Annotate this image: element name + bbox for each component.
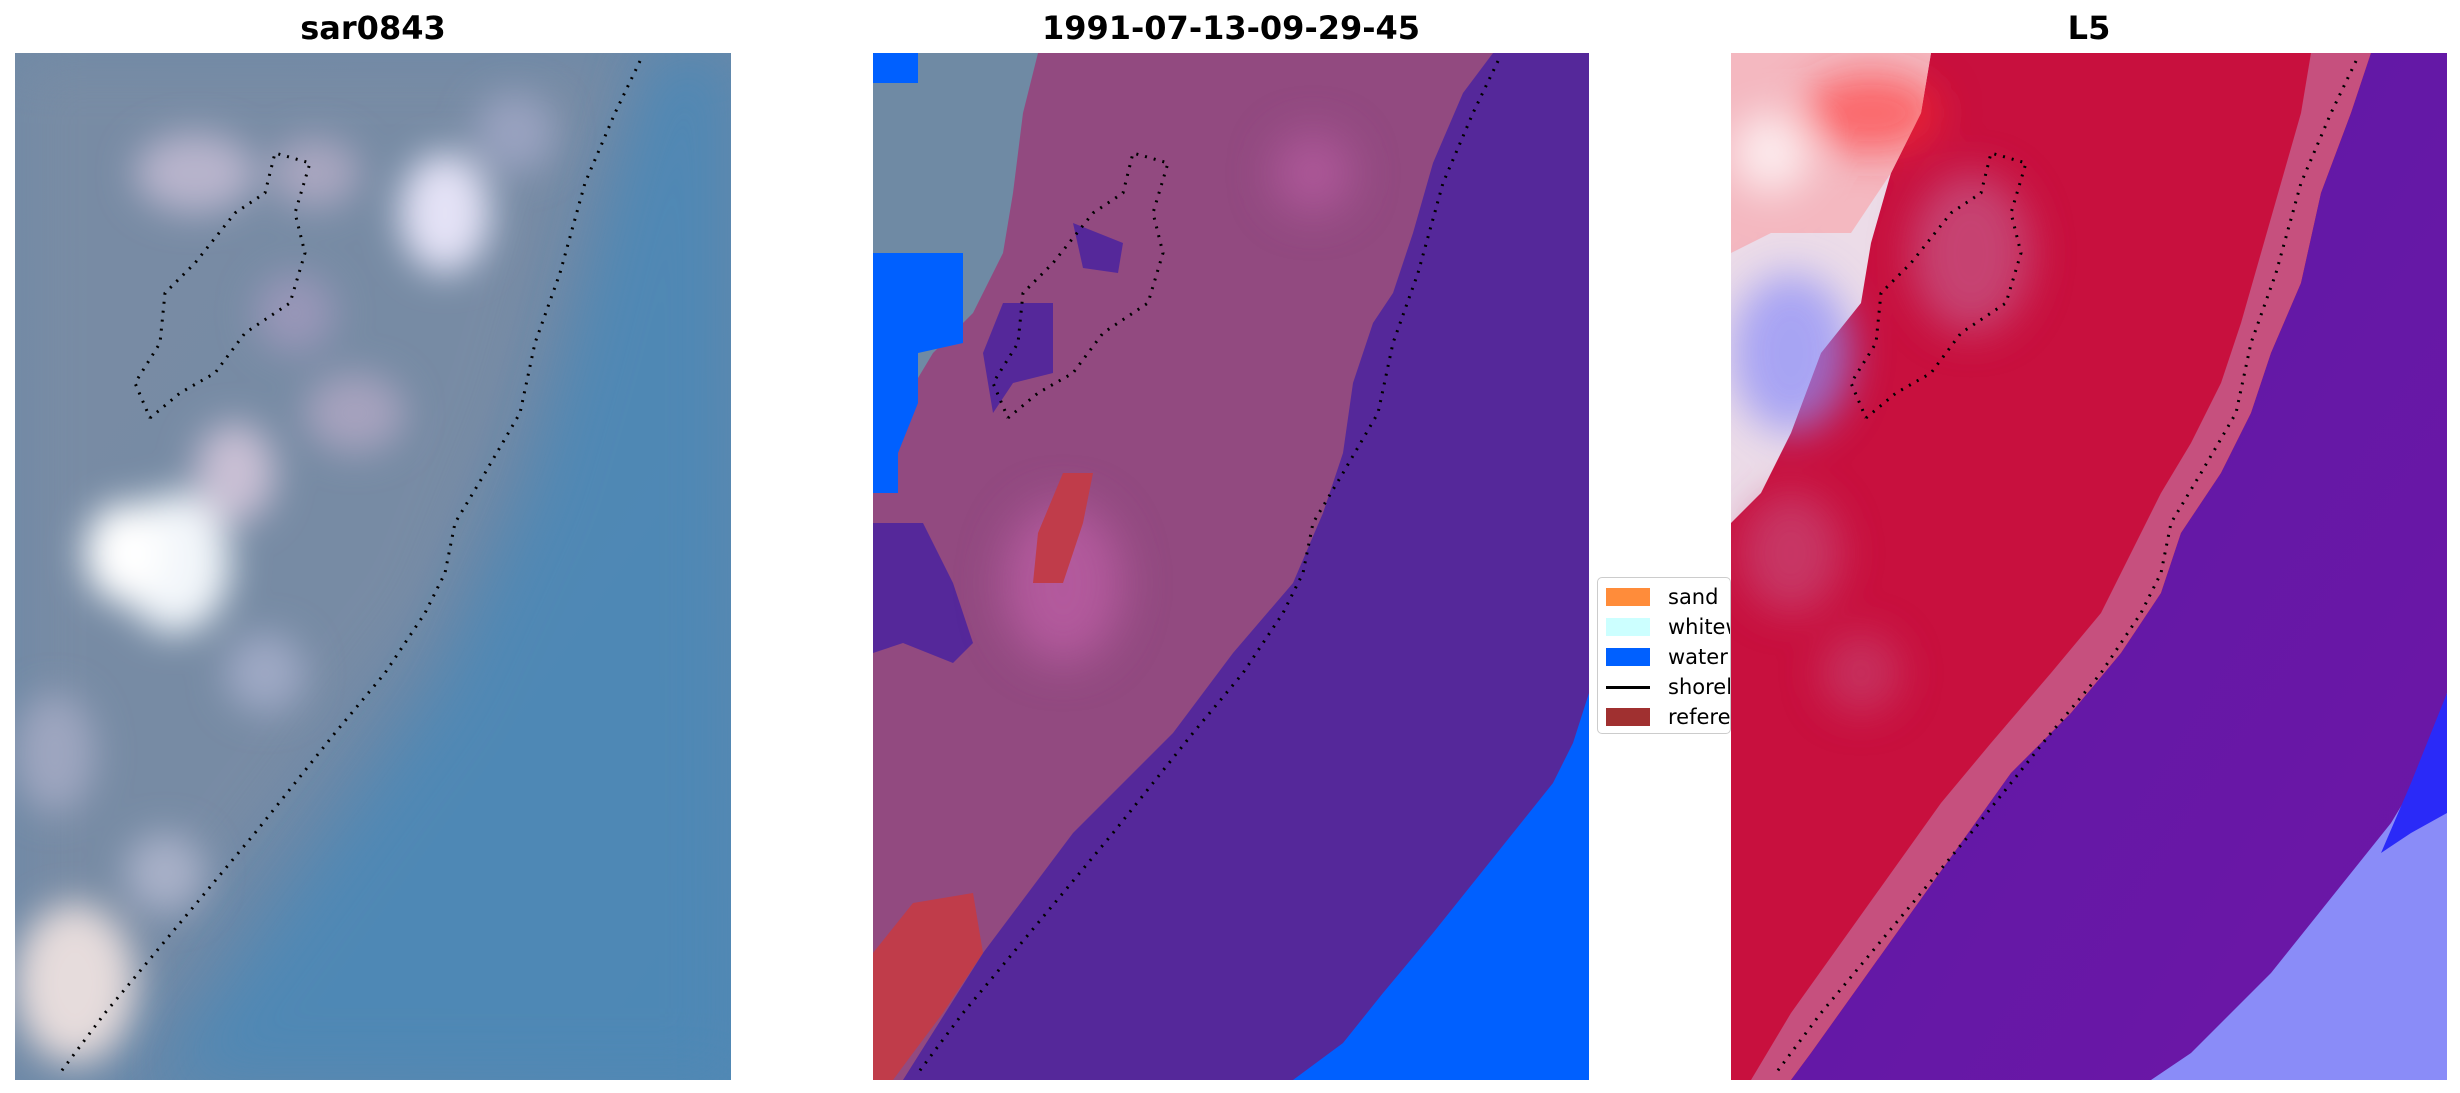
classification-panel — [873, 53, 1589, 1080]
index-image — [1731, 53, 2447, 1080]
legend-label: shoreline — [1668, 675, 1731, 699]
legend-label: sand — [1668, 585, 1719, 609]
panel-title-rgb: sar0843 — [300, 9, 446, 47]
legend-swatch-reference — [1606, 708, 1650, 726]
legend-label: water — [1668, 645, 1728, 669]
legend-line-shoreline — [1606, 685, 1650, 689]
legend-item-shoreline: shoreline — [1606, 672, 1731, 702]
legend-swatch-water — [1606, 648, 1650, 666]
legend-item-reference: reference — [1606, 702, 1731, 732]
index-panel — [1731, 53, 2447, 1080]
rgb-image-panel — [15, 53, 731, 1080]
legend-label: reference — [1668, 705, 1731, 729]
rgb-image — [15, 53, 731, 1080]
legend-item-sand: sand — [1606, 582, 1718, 612]
panel-title-index: L5 — [2067, 9, 2111, 47]
classification-image — [873, 53, 1589, 1080]
legend-item-water: water — [1606, 642, 1728, 672]
legend-swatch-whitewater — [1606, 618, 1650, 636]
legend-swatch-sand — [1606, 588, 1650, 606]
panel-title-classification: 1991-07-13-09-29-45 — [1041, 9, 1421, 47]
